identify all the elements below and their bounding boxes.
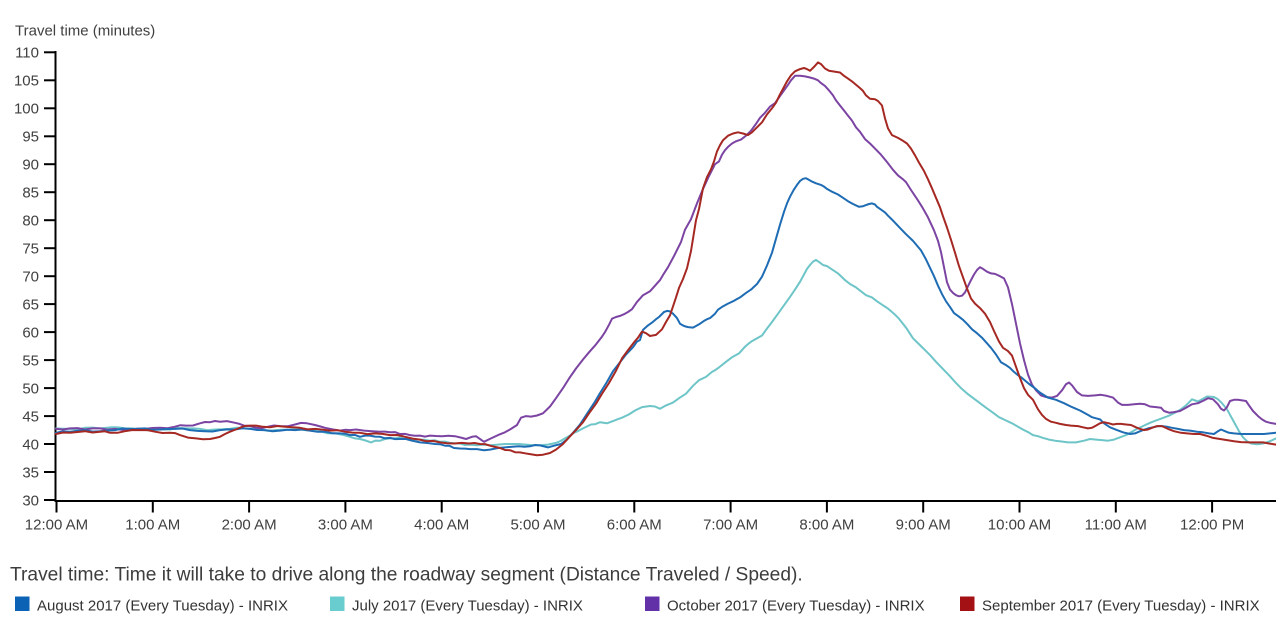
svg-text:80: 80	[22, 213, 39, 230]
svg-text:70: 70	[22, 269, 39, 286]
svg-text:Travel time (minutes): Travel time (minutes)	[15, 23, 155, 40]
svg-text:September 2017 (Every Tuesday): September 2017 (Every Tuesday) - INRIX	[982, 598, 1260, 615]
svg-text:3:00 AM: 3:00 AM	[318, 517, 373, 534]
svg-text:8:00 AM: 8:00 AM	[799, 517, 854, 534]
svg-text:40: 40	[22, 436, 39, 453]
svg-text:5:00 AM: 5:00 AM	[510, 517, 565, 534]
svg-text:August 2017 (Every Tuesday) -: August 2017 (Every Tuesday) - INRIX	[37, 598, 288, 615]
svg-text:75: 75	[22, 241, 39, 258]
svg-text:October 2017 (Every Tuesday) -: October 2017 (Every Tuesday) - INRIX	[667, 598, 925, 615]
svg-text:Travel time: Time it will take: Travel time: Time it will take to drive …	[10, 564, 803, 585]
svg-text:4:00 AM: 4:00 AM	[414, 517, 469, 534]
svg-text:12:00 AM: 12:00 AM	[25, 517, 88, 534]
svg-text:100: 100	[14, 101, 39, 118]
svg-text:2:00 AM: 2:00 AM	[222, 517, 277, 534]
svg-text:7:00 AM: 7:00 AM	[703, 517, 758, 534]
svg-text:50: 50	[22, 381, 39, 398]
svg-text:6:00 AM: 6:00 AM	[607, 517, 662, 534]
svg-text:85: 85	[22, 185, 39, 202]
svg-text:11:00 AM: 11:00 AM	[1085, 517, 1147, 534]
svg-text:55: 55	[22, 353, 39, 370]
svg-text:1:00 AM: 1:00 AM	[125, 517, 180, 534]
svg-text:105: 105	[14, 73, 39, 90]
svg-text:9:00 AM: 9:00 AM	[896, 517, 951, 534]
svg-text:45: 45	[22, 409, 39, 426]
svg-text:12:00 PM: 12:00 PM	[1180, 517, 1244, 534]
svg-text:95: 95	[22, 129, 39, 146]
svg-text:60: 60	[22, 325, 39, 342]
svg-text:65: 65	[22, 297, 39, 314]
svg-text:July 2017 (Every Tuesday) - IN: July 2017 (Every Tuesday) - INRIX	[352, 598, 583, 615]
svg-text:90: 90	[22, 157, 39, 174]
svg-text:30: 30	[22, 492, 39, 509]
svg-text:35: 35	[22, 464, 39, 481]
svg-text:110: 110	[15, 45, 39, 62]
svg-text:10:00 AM: 10:00 AM	[988, 517, 1051, 534]
